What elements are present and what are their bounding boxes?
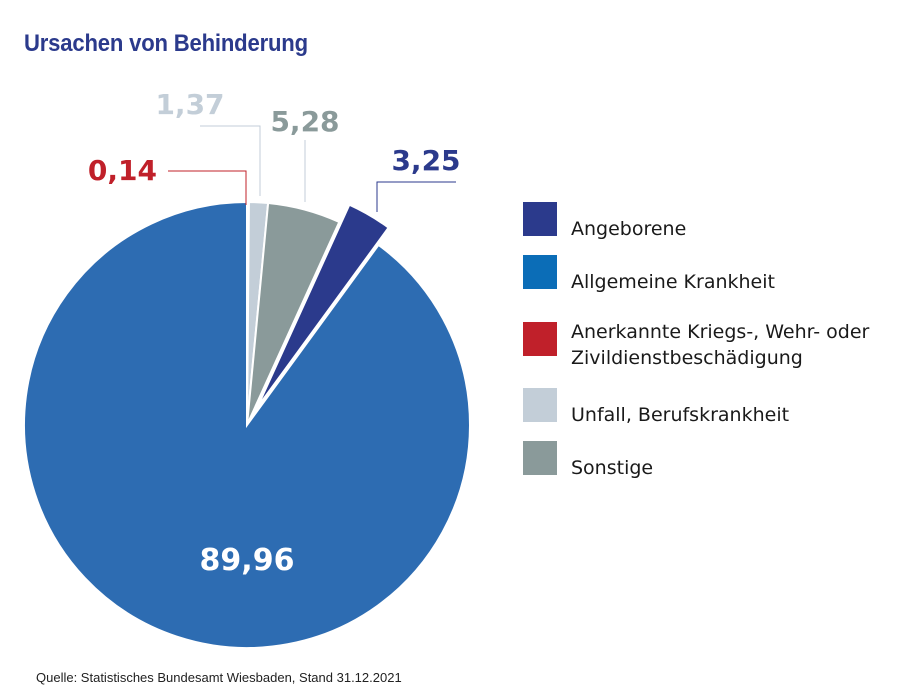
slice-value-label: 1,37 — [155, 88, 224, 121]
source-note: Quelle: Statistisches Bundesamt Wiesbade… — [36, 670, 402, 685]
leader-line — [168, 170, 247, 205]
pie-slices — [23, 200, 471, 649]
leader-lines — [168, 125, 456, 212]
pie-slice-angeborene — [256, 203, 391, 409]
legend-label: Allgemeine Krankheit — [571, 271, 775, 293]
legend-label: Unfall, Berufskrankheit — [571, 404, 790, 426]
legend-label: Angeborene — [571, 218, 687, 240]
leader-line — [376, 181, 456, 212]
legend-item-kriegsbeschaedigung: Anerkannte Kriegs-, Wehr- oder Zivildien… — [523, 321, 891, 371]
legend-swatch — [523, 441, 557, 475]
chart-title: Ursachen von Behinderung — [24, 30, 308, 57]
legend-swatch — [523, 202, 557, 236]
slice-value-label: 3,25 — [391, 144, 460, 177]
legend-swatch — [523, 322, 557, 356]
slice-value-label: 89,96 — [200, 543, 295, 578]
pie-slice-sonstige — [246, 201, 341, 426]
legend-item-unfall: Unfall, Berufskrankheit — [523, 388, 891, 428]
slice-labels: 0,14 1,37 5,28 3,25 89,96 — [88, 88, 461, 578]
legend-label: Sonstige — [571, 457, 654, 479]
slice-value-label: 0,14 — [88, 154, 157, 187]
leader-line — [200, 125, 261, 196]
legend-swatch — [523, 388, 557, 422]
legend-item-angeborene: Angeborene — [523, 202, 891, 242]
legend-item-sonstige: Sonstige — [523, 441, 891, 481]
pie-slice-allgemeine-krankheit — [23, 200, 471, 649]
legend-label: Anerkannte Kriegs-, Wehr- oder Zivildien… — [571, 321, 870, 369]
legend-item-allgemeine-krankheit: Allgemeine Krankheit — [523, 255, 891, 295]
legend-swatch — [523, 255, 557, 289]
slice-value-label: 5,28 — [270, 105, 339, 138]
